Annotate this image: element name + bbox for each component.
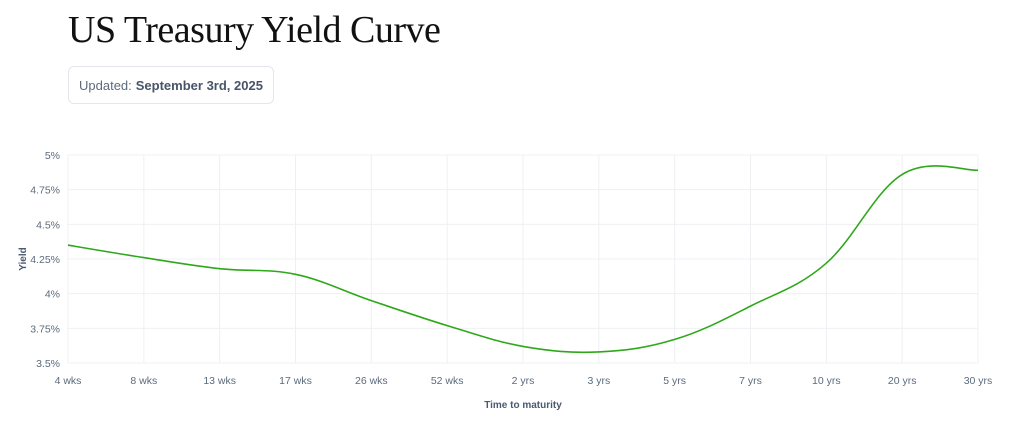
x-tick-label: 8 wks [130, 375, 157, 387]
x-tick-label: 52 wks [431, 375, 464, 387]
yield-curve-chart: 3.5% 3.75% 4% 4.25% 4.5% 4.75% 5% 4 wks 8 wks 13… [18, 150, 993, 411]
y-tick-label: 4.25% [30, 254, 60, 266]
x-tick-label: 2 yrs [512, 375, 535, 387]
x-tick-label: 7 yrs [739, 375, 762, 387]
x-tick-label: 4 wks [55, 375, 82, 387]
x-tick-label: 3 yrs [587, 375, 610, 387]
data-point [141, 255, 147, 261]
y-tick-label: 4.75% [30, 185, 60, 197]
data-point [217, 266, 223, 272]
data-point [596, 349, 602, 355]
updated-date: September 3rd, 2025 [135, 77, 263, 93]
y-tick-label: 3.5% [36, 358, 60, 370]
yield-series-line [67, 165, 979, 354]
data-point [899, 171, 905, 177]
data-point [368, 298, 374, 304]
y-tick-label: 5% [45, 150, 60, 162]
updated-badge: Updated: September 3rd, 2025 [68, 66, 274, 104]
x-tick-label: 30 yrs [964, 375, 993, 387]
x-tick-label: 26 wks [355, 375, 388, 387]
data-point [975, 167, 981, 173]
y-tick-label: 4% [45, 289, 60, 301]
y-axis-ticks: 3.5% 3.75% 4% 4.25% 4.5% 4.75% 5% [30, 150, 60, 370]
x-tick-label: 20 yrs [888, 375, 917, 387]
chart-grid [67, 154, 979, 364]
data-point [293, 271, 299, 277]
data-point [748, 303, 754, 309]
data-point [65, 242, 71, 248]
y-tick-label: 4.5% [36, 219, 60, 231]
data-point [444, 323, 450, 329]
x-tick-label: 10 yrs [812, 375, 841, 387]
x-tick-label: 5 yrs [663, 375, 686, 387]
data-point [672, 336, 678, 342]
x-axis-ticks: 4 wks 8 wks 13 wks 17 wks 26 wks 52 wks 2 yrs 3… [55, 375, 993, 387]
page-title: US Treasury Yield Curve [68, 9, 441, 51]
x-tick-label: 17 wks [279, 375, 312, 387]
y-tick-label: 3.75% [30, 323, 60, 335]
data-point [823, 260, 829, 266]
y-axis-title: Yield [18, 247, 29, 271]
x-axis-title: Time to maturity [484, 400, 562, 411]
x-tick-label: 13 wks [203, 375, 236, 387]
updated-label: Updated: [79, 77, 132, 93]
data-point [520, 343, 526, 349]
